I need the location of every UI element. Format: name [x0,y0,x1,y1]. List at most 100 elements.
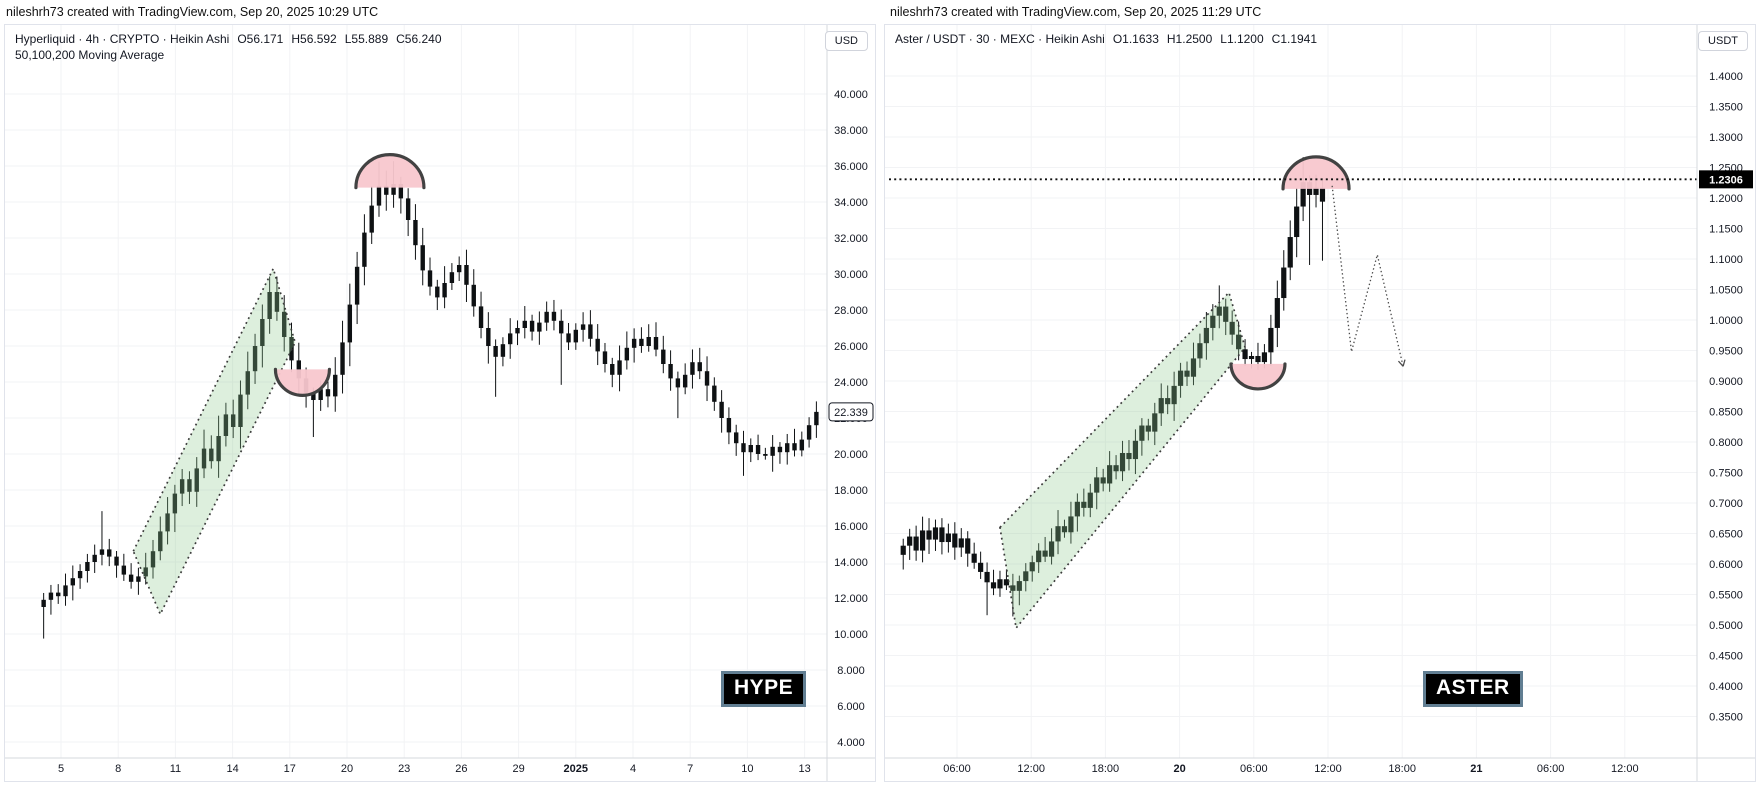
svg-text:38.000: 38.000 [834,125,868,137]
svg-text:17: 17 [284,763,296,775]
heikin-ashi-candles[interactable] [900,157,1326,617]
ohlc-high: H56.592 [291,32,337,46]
ticker-annotation-aster[interactable]: ASTER [1423,671,1523,707]
svg-text:0.8000: 0.8000 [1709,437,1743,449]
svg-text:20: 20 [1173,763,1185,775]
ohlc-open: O56.171 [237,32,284,46]
level-price-badge: 1.2306 [1699,170,1753,189]
ohlc-high: H1.2500 [1166,32,1213,46]
time-axis[interactable]: 06:00 12:00 18:00 20 06:00 12:00 18:00 21 06:00 1… [943,763,1638,775]
svg-text:26: 26 [455,763,467,775]
symbol-title[interactable]: Hyperliquid · 4h · CRYPTO · Heikin Ashi [15,32,230,46]
svg-text:10.000: 10.000 [834,629,868,641]
currency-toggle-button-usd[interactable]: USD [824,31,868,51]
ohlc-close: C56.240 [396,32,442,46]
svg-text:23: 23 [398,763,410,775]
svg-text:13: 13 [798,763,810,775]
svg-text:18:00: 18:00 [1092,763,1120,775]
svg-text:0.6000: 0.6000 [1709,559,1743,571]
heikin-ashi-candles[interactable] [41,161,819,639]
legend-symbol-row[interactable]: Aster / USDT · 30 · MEXC · Heikin Ashi O1… [895,31,1317,47]
svg-text:1.3000: 1.3000 [1709,132,1743,144]
svg-text:0.8500: 0.8500 [1709,407,1743,419]
dome-annotation[interactable] [354,153,426,190]
svg-text:0.5500: 0.5500 [1709,590,1743,602]
svg-text:26.000: 26.000 [834,341,868,353]
svg-text:29: 29 [512,763,524,775]
svg-text:1.0500: 1.0500 [1709,285,1743,297]
svg-text:1.3500: 1.3500 [1709,102,1743,114]
svg-text:18:00: 18:00 [1388,763,1416,775]
svg-text:20: 20 [341,763,353,775]
svg-text:16.000: 16.000 [834,521,868,533]
svg-text:34.000: 34.000 [834,197,868,209]
time-axis[interactable]: 5 8 11 14 17 20 23 26 29 2025 4 7 10 13 [58,763,811,775]
svg-text:30.000: 30.000 [834,269,868,281]
grid [885,25,1697,758]
svg-text:4.000: 4.000 [837,737,865,749]
svg-text:0.6500: 0.6500 [1709,529,1743,541]
price-axis[interactable]: 1.40001.35001.30001.25001.20001.15001.10… [1709,71,1743,724]
trend-channel-annotation[interactable] [132,266,297,617]
ticker-annotation-hype[interactable]: HYPE [721,671,807,707]
svg-text:1.0000: 1.0000 [1709,315,1743,327]
svg-text:1.2306: 1.2306 [1709,174,1743,186]
svg-text:6.000: 6.000 [837,701,865,713]
svg-text:1.1000: 1.1000 [1709,254,1743,266]
price-chart-canvas-aster[interactable]: 1.40001.35001.30001.25001.20001.15001.10… [885,25,1755,781]
svg-text:8: 8 [115,763,121,775]
svg-text:14: 14 [226,763,238,775]
last-price-badge: 22.339 [828,402,874,422]
svg-text:12.000: 12.000 [834,593,868,605]
svg-text:1.4000: 1.4000 [1709,71,1743,83]
svg-text:32.000: 32.000 [834,233,868,245]
chart-panel-aster: 1.4000 1.3500 1.3000 1.2500 1.2000 1.1500 1.10… [884,24,1756,782]
svg-text:4: 4 [630,763,636,775]
chart-legend-hype: Hyperliquid · 4h · CRYPTO · Heikin Ashi O… [15,31,442,63]
chart-legend-aster: Aster / USDT · 30 · MEXC · Heikin Ashi O1… [895,31,1317,47]
grid [5,25,827,758]
svg-text:11: 11 [170,763,181,775]
svg-text:0.7500: 0.7500 [1709,468,1743,480]
axis-separators [5,25,875,781]
svg-text:12:00: 12:00 [1314,763,1342,775]
svg-text:8.000: 8.000 [837,665,865,677]
svg-text:0.9000: 0.9000 [1709,376,1743,388]
ohlc-close: C1.1941 [1271,32,1318,46]
cup-annotation[interactable] [273,367,332,397]
svg-text:10: 10 [741,763,753,775]
legend-symbol-row[interactable]: Hyperliquid · 4h · CRYPTO · Heikin Ashi O… [15,31,442,47]
svg-text:22.339: 22.339 [834,407,868,419]
currency-toggle-button-usdt[interactable]: USDT [1698,31,1748,51]
svg-text:28.000: 28.000 [834,305,868,317]
svg-text:7: 7 [687,763,693,775]
svg-text:2025: 2025 [564,763,588,775]
dome-annotation[interactable] [1281,155,1351,191]
price-chart-canvas-hype[interactable]: 40.000 38.000 36.000 34.000 32.000 30.000 28.0… [5,25,875,781]
svg-text:12:00: 12:00 [1017,763,1045,775]
ohlc-low: L1.1200 [1220,32,1264,46]
svg-text:1.1500: 1.1500 [1709,224,1743,236]
svg-text:21: 21 [1470,763,1482,775]
svg-text:0.7000: 0.7000 [1709,498,1743,510]
svg-text:0.5000: 0.5000 [1709,620,1743,632]
legend-indicator-row[interactable]: 50,100,200 Moving Average [15,48,165,62]
ohlc-open: O1.1633 [1112,32,1159,46]
svg-text:06:00: 06:00 [1537,763,1565,775]
svg-text:06:00: 06:00 [1240,763,1268,775]
svg-text:0.4000: 0.4000 [1709,681,1743,693]
svg-text:18.000: 18.000 [834,485,868,497]
symbol-title[interactable]: Aster / USDT · 30 · MEXC · Heikin Ashi [895,32,1105,46]
attribution-watermark-left: nileshrh73 created with TradingView.com,… [6,5,379,19]
svg-text:0.9500: 0.9500 [1709,346,1743,358]
cup-annotation[interactable] [1229,362,1287,391]
svg-text:06:00: 06:00 [943,763,971,775]
svg-text:0.3500: 0.3500 [1709,712,1743,724]
ohlc-low: L55.889 [344,32,389,46]
svg-text:24.000: 24.000 [834,377,868,389]
projection-path[interactable] [1331,185,1406,367]
svg-text:12:00: 12:00 [1611,763,1639,775]
chart-panel-hype: 40.000 38.000 36.000 34.000 32.000 30.000 28.0… [4,24,876,782]
svg-text:36.000: 36.000 [834,161,868,173]
trend-channel-annotation[interactable] [999,290,1247,631]
